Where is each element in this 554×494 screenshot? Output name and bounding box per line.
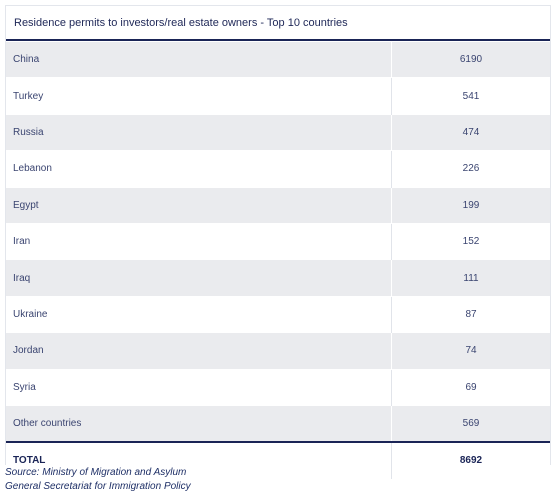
- value-cell: 74: [391, 332, 550, 370]
- country-cell: Iraq: [6, 259, 392, 297]
- value-cell: 199: [391, 186, 550, 224]
- country-cell: Syria: [6, 368, 392, 406]
- total-value: 8692: [391, 441, 550, 479]
- table-row: China 6190: [6, 40, 550, 78]
- table-body: China 6190 Turkey 541 Russia 474 Lebanon…: [6, 40, 550, 479]
- table-row: Lebanon 226: [6, 150, 550, 188]
- total-label: TOTAL: [6, 441, 392, 479]
- country-cell: Turkey: [6, 77, 392, 115]
- value-cell: 6190: [391, 40, 550, 78]
- country-cell: Egypt: [6, 186, 392, 224]
- table-row: Syria 69: [6, 368, 550, 406]
- country-cell: Iran: [6, 222, 392, 260]
- source-line-secretariat: General Secretariat for Immigration Poli…: [5, 480, 191, 492]
- value-cell: 569: [391, 404, 550, 443]
- country-cell: Ukraine: [6, 295, 392, 333]
- country-cell: Russia: [6, 113, 392, 151]
- value-cell: 152: [391, 222, 550, 260]
- value-cell: 87: [391, 295, 550, 333]
- country-cell: Jordan: [6, 332, 392, 370]
- value-cell: 69: [391, 368, 550, 406]
- data-table-card: Residence permits to investors/real esta…: [5, 5, 551, 479]
- value-cell: 541: [391, 77, 550, 115]
- value-cell: 111: [391, 259, 550, 297]
- source-note: Source: Ministry of Migration and Asylum…: [5, 466, 191, 493]
- source-line-ministry: Source: Ministry of Migration and Asylum: [5, 467, 187, 478]
- table-row: Iran 152: [6, 222, 550, 260]
- table-row: Ukraine 87: [6, 295, 550, 333]
- table-row: Turkey 541: [6, 77, 550, 115]
- country-cell: Lebanon: [6, 150, 392, 188]
- table-row: Jordan 74: [6, 332, 550, 370]
- data-table: China 6190 Turkey 541 Russia 474 Lebanon…: [6, 40, 550, 479]
- table-title: Residence permits to investors/real esta…: [6, 6, 550, 41]
- country-cell: China: [6, 40, 392, 78]
- table-row: Egypt 199: [6, 186, 550, 224]
- table-row: Iraq 111: [6, 259, 550, 297]
- value-cell: 474: [391, 113, 550, 151]
- country-cell: Other countries: [6, 404, 392, 443]
- total-row: TOTAL 8692: [6, 441, 550, 479]
- table-row: Russia 474: [6, 113, 550, 151]
- value-cell: 226: [391, 150, 550, 188]
- table-row: Other countries 569: [6, 404, 550, 443]
